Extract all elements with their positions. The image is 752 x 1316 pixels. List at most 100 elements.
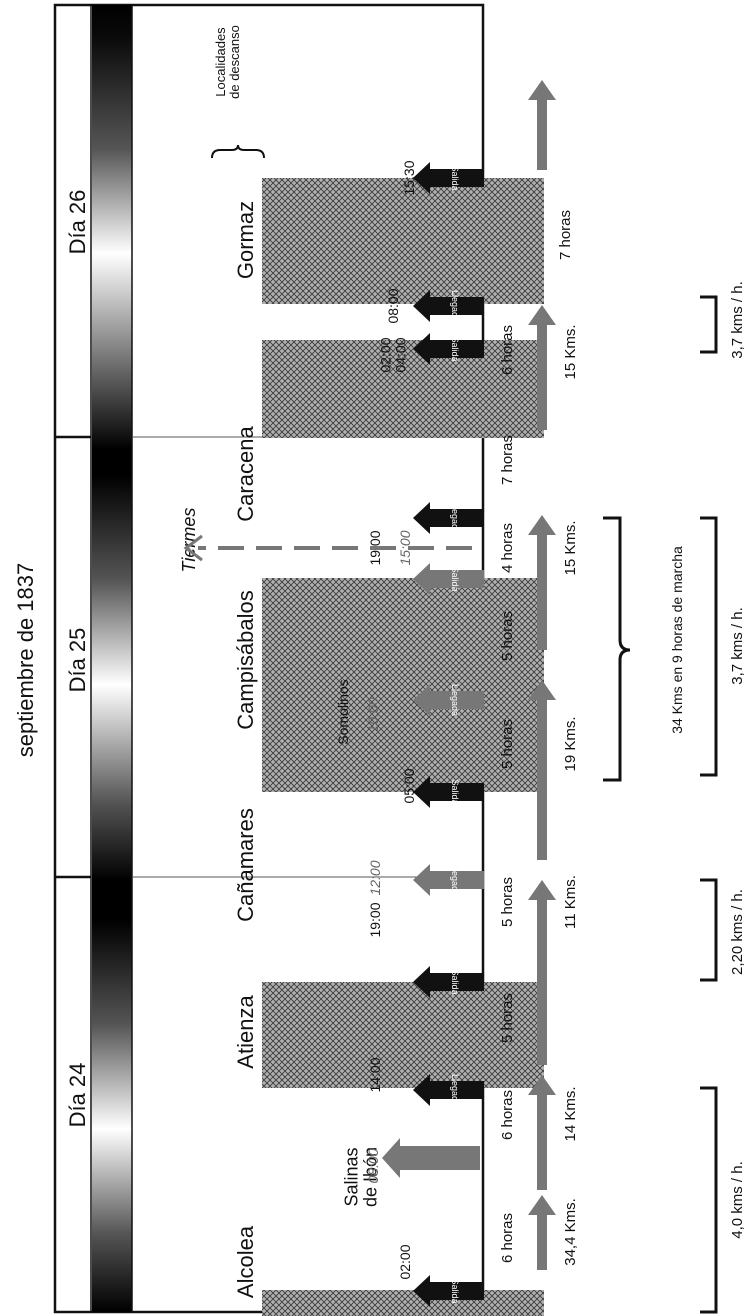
- arrow-label: Llegada: [450, 864, 460, 896]
- speed-bracket: [700, 516, 718, 777]
- arrow-shape: [413, 966, 484, 998]
- town-label: Somolinos: [335, 679, 351, 744]
- summary-label: 34 Kms en 9 horas de marcha: [669, 546, 685, 734]
- speed-bracket: [700, 295, 718, 354]
- town-label: Caracena: [233, 426, 258, 522]
- segment-arrow: [528, 680, 556, 860]
- arrow-shape: [413, 502, 484, 534]
- town-label: Campisábalos: [233, 590, 258, 729]
- duration-label: 5 horas: [499, 611, 516, 661]
- segment-arrow: [528, 880, 556, 1065]
- town-label: Cañamares: [233, 808, 258, 922]
- day-night-band: [92, 5, 132, 1312]
- time-label: 05:00: [401, 768, 417, 803]
- rest-block-extension: [484, 982, 544, 1088]
- salinas-arrow: [382, 1138, 480, 1178]
- arrow-label: Llegada: [450, 1074, 460, 1106]
- tiermes-route-head: [183, 534, 203, 562]
- rest-block-extension: [484, 578, 544, 792]
- segment-arrow: [528, 80, 556, 170]
- segment-arrow: [528, 515, 556, 650]
- diagram-title: septiembre de 1837: [13, 563, 38, 757]
- rest-block: [262, 982, 484, 1088]
- salida-arrow: Salida: [413, 1275, 484, 1307]
- llegada-arrow: Llegada: [413, 1074, 484, 1106]
- salida-arrow: Salida: [413, 776, 484, 808]
- rest-block-extension: [484, 178, 544, 304]
- rest-block: [262, 178, 484, 304]
- distance-label: 15 Kms.: [562, 520, 579, 575]
- time-label: 12:00: [367, 860, 383, 895]
- arrow-shape: [413, 162, 484, 194]
- arrow-shape: [413, 1275, 484, 1307]
- arrow-label: Salida: [450, 969, 460, 994]
- llegada-arrow: Llegada: [413, 684, 484, 716]
- time-label: 15:00: [397, 530, 413, 565]
- rest-block-extension: [484, 340, 544, 438]
- town-label: Tiermes: [179, 508, 199, 573]
- segment-arrow: [528, 1195, 556, 1270]
- time-label: 08:00: [385, 288, 401, 323]
- duration-label: 6 horas: [499, 1213, 516, 1263]
- arrow-label: Llegada: [450, 502, 460, 534]
- time-label: 02:0004:00: [378, 337, 409, 372]
- arrow-label: Salida: [450, 779, 460, 804]
- rest-block: [262, 578, 484, 792]
- duration-label: 6 horas: [499, 1090, 516, 1140]
- time-label: 15:30: [401, 160, 417, 195]
- arrow-label: Salida: [450, 1278, 460, 1303]
- rest-block-extension: [484, 1290, 544, 1316]
- arrow-shape: [413, 776, 484, 808]
- duration-label: 5 horas: [499, 877, 516, 927]
- duration-label: 7 horas: [499, 435, 516, 485]
- time-label: 19:00: [367, 902, 383, 937]
- duration-label: 4 horas: [499, 523, 516, 573]
- llegada-arrow: Llegada: [413, 864, 484, 896]
- segment-arrow: [528, 305, 556, 430]
- speed-label: 2,20 kms / h.: [729, 889, 746, 975]
- town-label: Alcolea: [233, 1225, 258, 1298]
- distance-label: 14 Kms.: [562, 1086, 579, 1141]
- day-label-25: Día 25: [65, 628, 90, 693]
- arrow-label: Salida: [450, 566, 460, 591]
- duration-label: 5 horas: [499, 719, 516, 769]
- arrow-label: Salida: [450, 336, 460, 361]
- salida-arrow: Salida: [413, 563, 484, 595]
- llegada-arrow: Llegada: [413, 502, 484, 534]
- duration-label: 7 horas: [557, 210, 574, 260]
- speed-label: 4,0 kms / h.: [729, 1161, 746, 1239]
- arrow-shape: [413, 290, 484, 322]
- day-label-24: Día 24: [65, 1063, 90, 1128]
- arrow-label: Salida: [450, 165, 460, 190]
- arrow-shape: [413, 864, 484, 896]
- speed-bracket: [700, 878, 718, 982]
- time-label: 10:00: [365, 697, 381, 732]
- duration-label: 6 horas: [499, 325, 516, 375]
- distance-label: 11 Kms.: [562, 875, 579, 929]
- summary-brace: [603, 516, 631, 782]
- salida-arrow: Salida: [413, 162, 484, 194]
- speed-label: 3,7 kms / h.: [729, 281, 746, 359]
- rest-legend-label: Localidadesde descanso: [213, 25, 242, 99]
- time-label: 02:00: [397, 1244, 413, 1279]
- town-label: Atienza: [233, 995, 258, 1069]
- arrow-shape: [413, 333, 484, 365]
- distance-label: 19 Kms.: [562, 716, 579, 771]
- arrow-shape: [413, 1074, 484, 1106]
- segment-arrow: [528, 1075, 556, 1190]
- arrow-shape: [413, 684, 484, 716]
- rest-legend-brace: [211, 144, 265, 159]
- duration-label: 5 horas: [499, 993, 516, 1043]
- salida-arrow: Salida: [413, 333, 484, 365]
- distance-label: 34,4 Kms.: [562, 1198, 579, 1266]
- distance-label: 15 Kms.: [562, 324, 579, 379]
- town-label: Salinasde Ibón: [342, 1147, 381, 1207]
- llegada-arrow: Llegada: [413, 290, 484, 322]
- arrow-shape: [413, 563, 484, 595]
- town-label: Gormaz: [233, 201, 258, 279]
- speed-bracket: [700, 1086, 718, 1314]
- arrow-label: Llegada: [450, 290, 460, 322]
- day-label-26: Día 26: [65, 190, 90, 255]
- time-label: 08:00: [365, 1148, 381, 1183]
